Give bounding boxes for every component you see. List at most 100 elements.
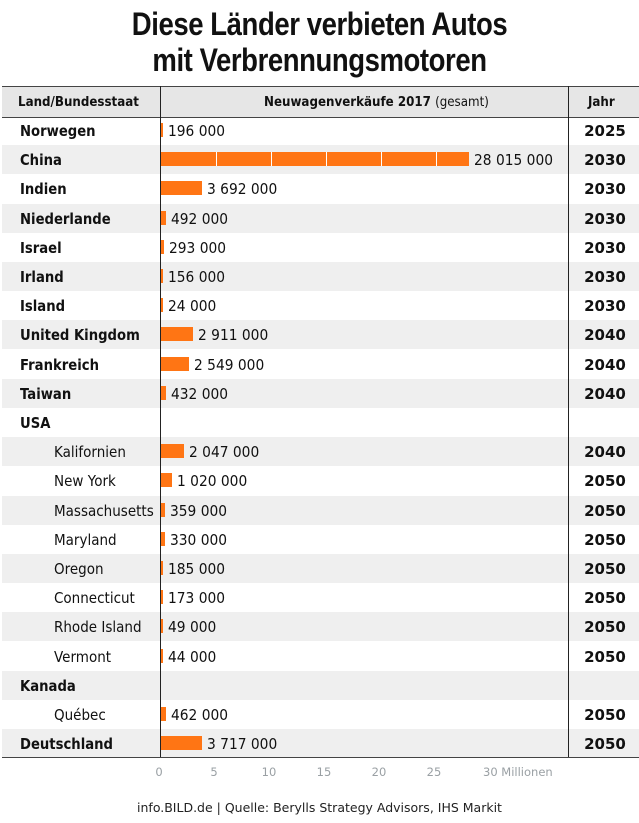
year-label: 2050 (584, 501, 626, 520)
x-tick-label: 5 (210, 765, 218, 779)
row-label: Rhode Island (54, 618, 142, 637)
row-label: United Kingdom (20, 326, 140, 345)
value-label: 185 000 (168, 560, 226, 578)
header-sales-sub: (gesamt) (435, 94, 489, 110)
title-line-2: mit Verbrennungsmotoren (152, 42, 487, 78)
header-sales-main: Neuwagenverkäufe 2017 (264, 94, 431, 110)
table-row: Irland 156 000 2030 (2, 262, 639, 291)
bar (161, 648, 163, 663)
row-label: Kalifornien (54, 443, 126, 462)
table-row: Rhode Island 49 000 2050 (2, 612, 639, 642)
row-label: Deutschland (20, 735, 113, 754)
bar-gridline (271, 152, 272, 167)
table-row: Oregon 185 000 2050 (2, 554, 639, 583)
value-label: 462 000 (171, 706, 229, 724)
year-label: 2030 (584, 238, 626, 257)
x-tick-label: 0 (155, 765, 163, 779)
bar-gridline (436, 152, 437, 167)
year-label: 2050 (584, 472, 626, 491)
bar (161, 239, 165, 254)
row-label: USA (20, 414, 51, 432)
bar (161, 531, 165, 546)
row-label: Québec (54, 706, 106, 724)
table-row: United Kingdom 2 911 000 2040 (2, 320, 639, 350)
value-label: 293 000 (169, 238, 227, 257)
source-note: info.BILD.de | Quelle: Berylls Strategy … (137, 800, 502, 815)
bar (161, 444, 184, 459)
row-label: New York (54, 472, 116, 491)
row-label: Norwegen (20, 122, 96, 140)
x-tick-label: 20 (371, 765, 387, 779)
value-label: 330 000 (169, 530, 227, 549)
row-label: Indien (20, 180, 67, 199)
bar (161, 619, 163, 634)
chart-title: Diese Länder verbieten Autos mit Verbren… (45, 6, 595, 78)
value-label: 3 717 000 (206, 735, 278, 754)
bar (161, 473, 173, 488)
value-label: 173 000 (167, 589, 225, 608)
value-label: 44 000 (167, 647, 216, 666)
value-label: 492 000 (171, 209, 229, 228)
table-row: Massachusetts 359 000 2050 (2, 495, 639, 525)
value-label: 359 000 (169, 501, 228, 520)
row-label: Frankreich (20, 355, 99, 374)
table-bottom-rule (2, 757, 639, 758)
row-label: Island (20, 297, 66, 316)
table-row: Norwegen 196 000 2025 (2, 116, 639, 145)
value-label: 2 047 000 (188, 443, 259, 462)
value-label: 2 549 000 (194, 355, 265, 374)
bar-gridline (326, 152, 327, 167)
table-row: Deutschland 3 717 000 2050 (2, 729, 639, 759)
row-label: Massachusetts (54, 501, 154, 520)
bar (161, 181, 202, 196)
value-label: 156 000 (167, 268, 225, 286)
title-line-1: Diese Länder verbieten Autos (131, 6, 508, 42)
table-row: Island 24 000 2030 (2, 291, 639, 320)
row-label: Irland (20, 268, 64, 286)
year-label: 2030 (584, 268, 626, 286)
row-label: Oregon (54, 560, 104, 578)
row-label: Israel (20, 238, 62, 257)
x-tick-label: 15 (316, 765, 332, 779)
value-label: 2 911 000 (198, 326, 269, 345)
bar (161, 736, 202, 751)
bar (161, 298, 163, 313)
value-label: 196 000 (168, 122, 226, 140)
table-row: Kanada (2, 670, 639, 700)
value-label: 3 692 000 (206, 180, 277, 199)
x-tick-label: 10 (261, 765, 277, 779)
year-label: 2040 (584, 326, 626, 345)
bar (161, 590, 163, 605)
bar-gridline (381, 152, 382, 167)
table-row: Vermont 44 000 2050 (2, 642, 639, 671)
row-label: Connecticut (54, 589, 135, 608)
year-label: 2040 (584, 355, 626, 374)
bar (161, 707, 167, 721)
header-country: Land/Bundesstaat (18, 94, 139, 110)
table-row: Indien 3 692 000 2030 (2, 174, 639, 203)
year-label: 2030 (584, 209, 626, 228)
year-label: 2050 (584, 735, 626, 754)
table-row: Taiwan 432 000 2040 (2, 378, 639, 408)
year-label: 2050 (584, 647, 626, 666)
row-label: Taiwan (20, 384, 72, 403)
year-column-divider (568, 86, 569, 758)
table-row: USA (2, 408, 639, 437)
year-label: 2030 (584, 297, 626, 316)
x-tick-label: 25 (426, 765, 442, 779)
header-year: Jahr (588, 94, 615, 110)
bar (161, 561, 164, 575)
table-row: Frankreich 2 549 000 2040 (2, 350, 639, 379)
year-label: 2030 (584, 151, 626, 170)
value-label: 432 000 (170, 384, 228, 403)
value-label: 49 000 (167, 618, 216, 637)
bar (161, 123, 164, 137)
bar (161, 269, 163, 283)
bar (161, 152, 470, 167)
bar (161, 502, 165, 517)
row-label: Maryland (54, 530, 117, 549)
table-row: Niederlande 492 000 2030 (2, 203, 639, 233)
year-label: 2030 (584, 180, 626, 199)
year-label: 2050 (584, 530, 626, 549)
bar-gridline (216, 152, 217, 167)
